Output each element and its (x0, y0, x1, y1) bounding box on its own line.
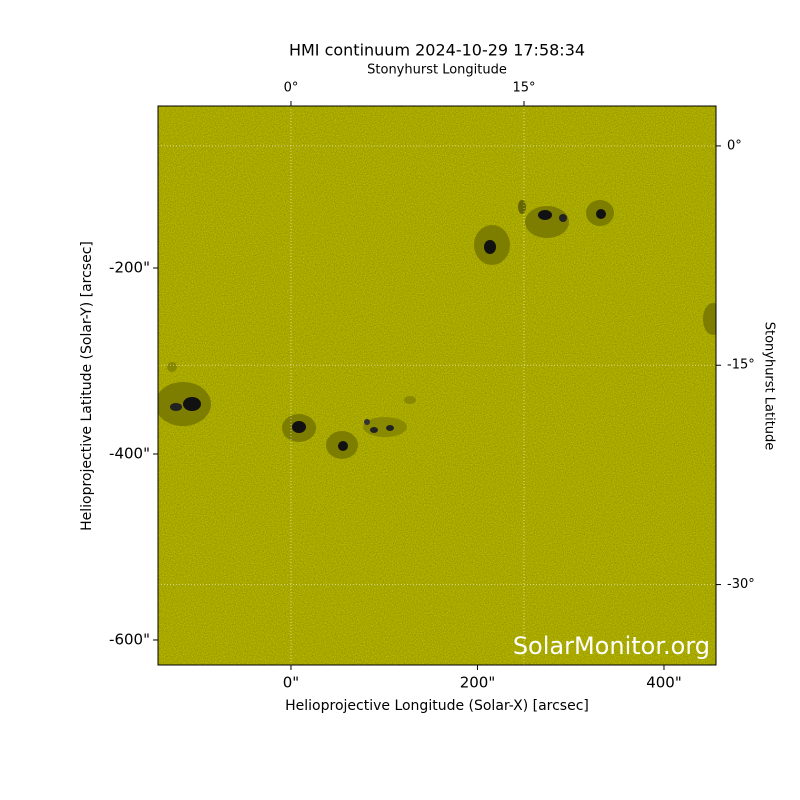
y-tick-label: -400" (109, 444, 150, 462)
watermark: SolarMonitor.org (513, 632, 710, 660)
x2-tick-label: 15° (512, 81, 535, 96)
x-tick-label: 0" (283, 674, 299, 692)
x2-axis-label: Stonyhurst Longitude (367, 63, 507, 78)
noise (158, 106, 716, 665)
chart-title: HMI continuum 2024-10-29 17:58:34 (289, 41, 585, 60)
plot-frame (157, 105, 717, 666)
x-tick-label: 400" (646, 674, 682, 692)
y2-axis-label: Stonyhurst Latitude (762, 322, 777, 451)
sunspots (158, 106, 716, 665)
x-tick-label: 200" (460, 674, 496, 692)
y2-tick-label: -15° (727, 358, 755, 373)
y2-tick-label: 0° (727, 138, 742, 153)
y2-tick-label: -30° (727, 577, 755, 592)
y-tick-label: -200" (109, 258, 150, 276)
x2-tick-label: 0° (284, 81, 299, 96)
y-tick-label: -600" (109, 630, 150, 648)
y-axis-label: Helioprojective Latitude (Solar-Y) [arcs… (79, 241, 95, 531)
x-axis-label: Helioprojective Longitude (Solar-X) [arc… (285, 698, 589, 714)
